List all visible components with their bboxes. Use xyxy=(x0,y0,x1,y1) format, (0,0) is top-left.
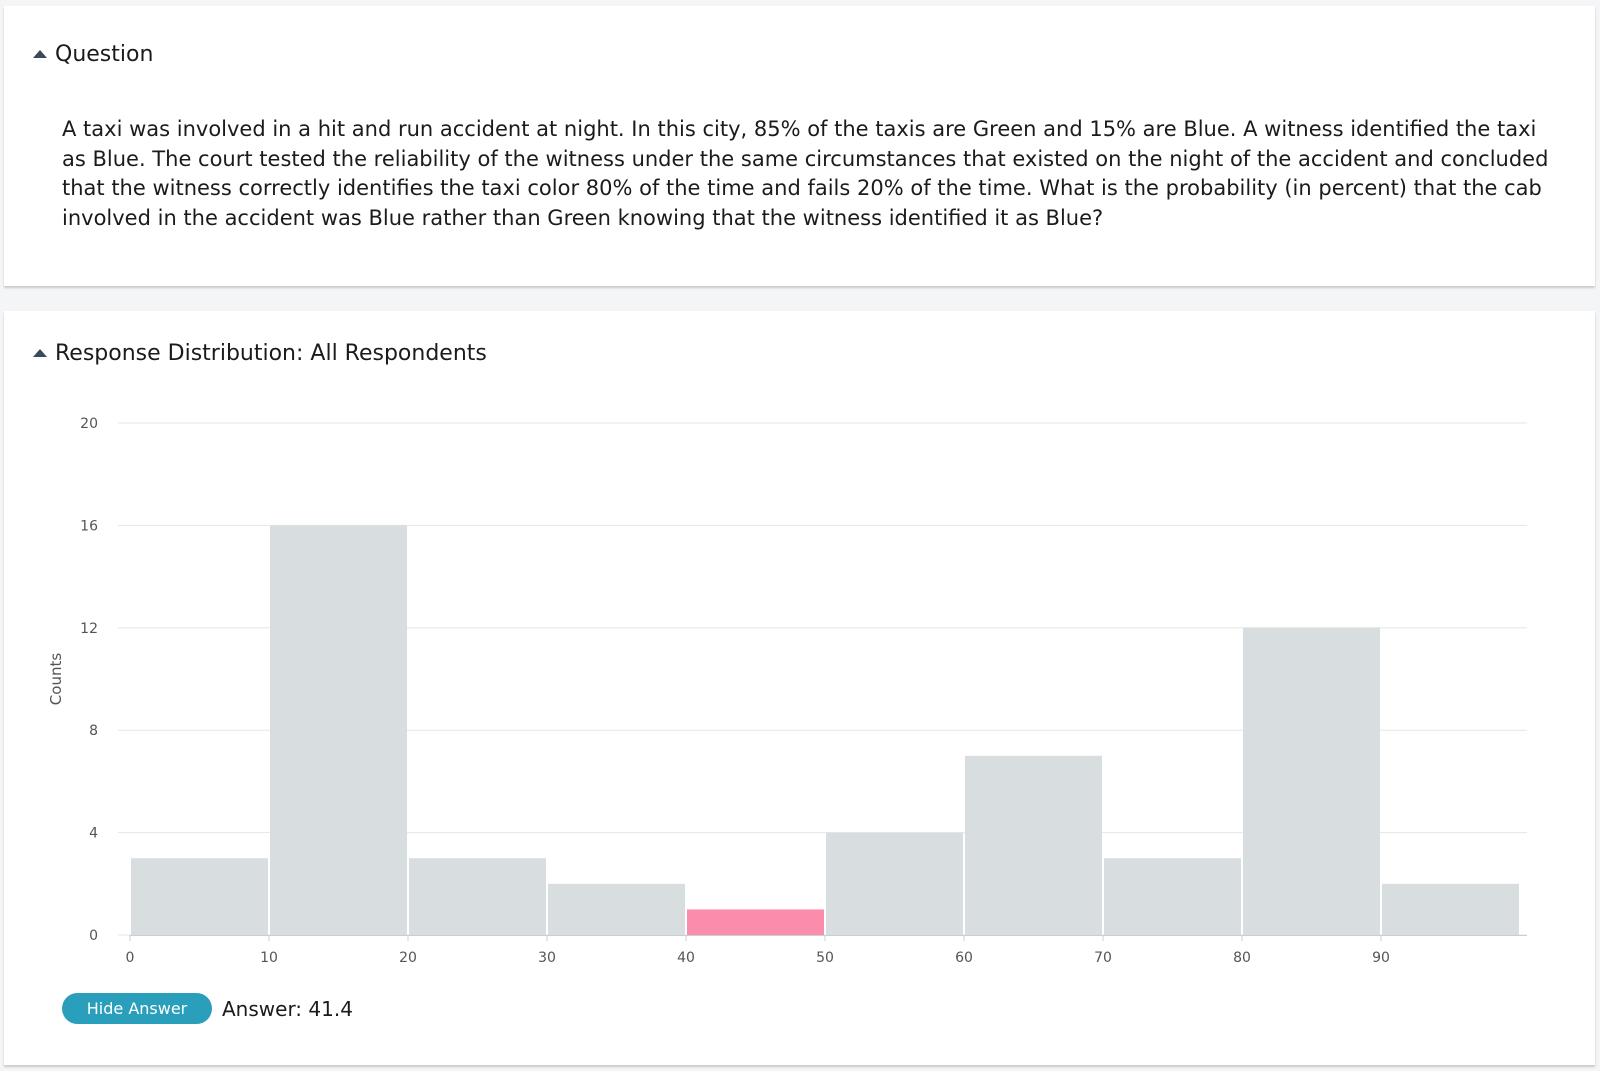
histogram-bar xyxy=(409,858,546,935)
histogram-bar xyxy=(1382,883,1519,935)
question-header-label: Question xyxy=(55,42,154,67)
x-tick-label: 0 xyxy=(126,950,135,966)
response-distribution-card: Response Distribution: All Respondents 0… xyxy=(4,311,1595,1065)
y-tick-label: 8 xyxy=(89,723,98,739)
histogram-bar xyxy=(965,755,1102,935)
distribution-header-label: Response Distribution: All Respondents xyxy=(55,341,487,366)
x-tick-label: 50 xyxy=(816,950,834,966)
y-tick-label: 16 xyxy=(80,518,98,534)
distribution-header[interactable]: Response Distribution: All Respondents xyxy=(33,341,487,366)
histogram-bar xyxy=(1243,627,1380,935)
y-tick-label: 0 xyxy=(89,928,98,944)
x-tick-label: 40 xyxy=(677,950,695,966)
y-tick-label: 20 xyxy=(80,416,98,432)
y-tick-label: 4 xyxy=(89,826,98,842)
histogram-chart: 0 10 20 30 40 50 60 70 80 90 0 4 8 12 16 20 Counts xyxy=(47,416,1527,966)
histogram-bar xyxy=(270,525,407,935)
x-tick-label: 90 xyxy=(1372,950,1390,966)
question-text: A taxi was involved in a hit and run acc… xyxy=(62,117,1549,230)
x-tick-label: 60 xyxy=(955,950,973,966)
answer-row: Hide Answer Answer: 41.4 xyxy=(62,993,353,1024)
histogram-bar xyxy=(548,883,685,935)
histogram-bar xyxy=(131,858,268,935)
histogram-bar xyxy=(1104,858,1241,935)
caret-up-icon[interactable] xyxy=(33,348,47,357)
answer-text: Answer: 41.4 xyxy=(222,996,353,1021)
histogram-bar xyxy=(826,832,963,935)
question-card: Question A taxi was involved in a hit an… xyxy=(4,6,1595,286)
x-tick-label: 70 xyxy=(1094,950,1112,966)
y-tick-label: 12 xyxy=(80,621,98,637)
question-header[interactable]: Question xyxy=(33,42,153,67)
x-tick-label: 80 xyxy=(1233,950,1251,966)
caret-up-icon[interactable] xyxy=(33,49,47,58)
y-axis-title: Counts xyxy=(47,653,65,706)
hide-answer-button[interactable]: Hide Answer xyxy=(62,993,212,1024)
x-tick-label: 20 xyxy=(399,950,417,966)
x-tick-label: 30 xyxy=(538,950,556,966)
answer-bin-bar xyxy=(687,909,824,935)
x-tick-label: 10 xyxy=(260,950,278,966)
